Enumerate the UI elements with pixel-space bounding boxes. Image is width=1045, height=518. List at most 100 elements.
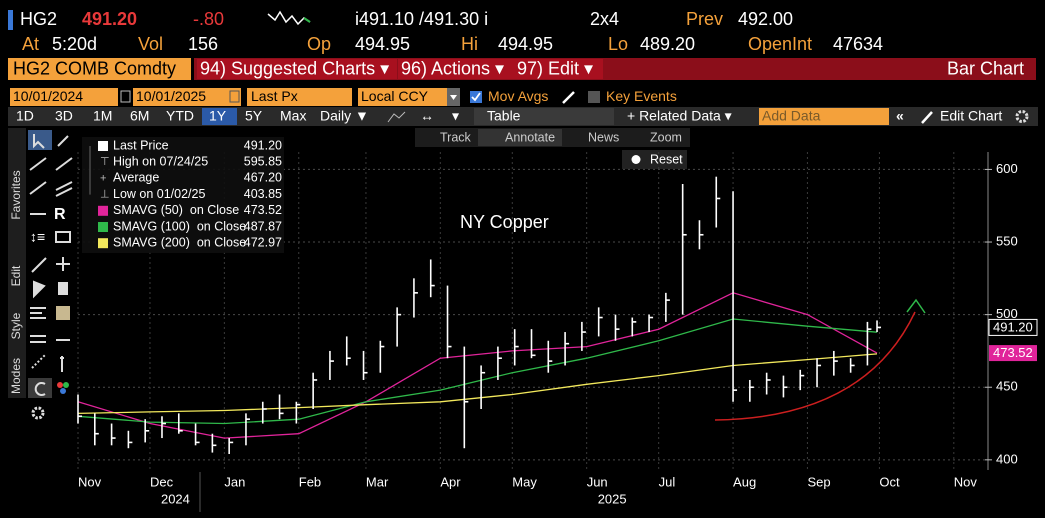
pencil-icon[interactable] — [921, 111, 933, 124]
side-tab[interactable]: Edit — [9, 265, 23, 286]
color-swatch[interactable] — [56, 306, 70, 320]
related-data[interactable]: + Related Data ▾ — [627, 108, 732, 124]
move-icon[interactable] — [56, 257, 70, 271]
plot-area: 400 450 500 550 600 Nov Dec Jan Feb Mar Apr May Jun J… — [77, 152, 1038, 506]
period-button[interactable]: 1M — [93, 108, 112, 124]
side-tab[interactable]: Style — [9, 312, 23, 339]
key-events[interactable]: Key Events — [606, 88, 677, 104]
security[interactable]: HG2 COMB Comdty — [13, 58, 176, 78]
legend-name: SMAVG (50) on Close — [113, 203, 239, 217]
tool-button[interactable]: Zoom — [650, 130, 682, 144]
menu-item[interactable]: 94) Suggested Charts ▾ — [200, 58, 389, 78]
stats-row: At 5:20d Vol 156 Op 494.95 Hi 494.95 Lo 489.20 Ope… — [22, 34, 883, 54]
stat-value: 494.95 — [355, 34, 410, 54]
stat-label: At — [22, 34, 39, 54]
mode-icon[interactable] — [34, 382, 46, 396]
dropdown-icon[interactable]: ▾ — [452, 108, 459, 124]
frequency[interactable]: Daily ▼ — [320, 108, 369, 124]
brush-icon[interactable] — [31, 257, 47, 273]
ray-icon[interactable] — [55, 157, 73, 171]
security-box[interactable] — [8, 58, 191, 80]
mode-button[interactable] — [28, 378, 52, 398]
x-tick-label: Jun — [587, 474, 608, 489]
calendar-icon[interactable] — [229, 90, 240, 103]
period-button[interactable]: 3D — [55, 108, 73, 124]
tool-button[interactable]: Annotate — [505, 130, 555, 144]
field-box[interactable] — [247, 88, 352, 106]
period-button[interactable]: 1Y — [209, 108, 227, 124]
trash-icon[interactable] — [58, 282, 68, 295]
period-button[interactable]: 5Y — [245, 108, 263, 124]
collapse-icon[interactable]: « — [896, 108, 904, 124]
legend-value: 595.85 — [244, 154, 282, 168]
side-tab[interactable]: Favorites — [9, 170, 23, 219]
end-date[interactable]: 10/01/2025 — [136, 88, 206, 104]
calendar-icon[interactable] — [120, 90, 131, 103]
y-tick-label: 400 — [996, 451, 1018, 466]
pointer-icon[interactable] — [33, 134, 45, 149]
tool-button[interactable]: News — [588, 130, 619, 144]
menu-item[interactable]: 97) Edit ▾ — [517, 58, 593, 78]
x-tick-label: Nov — [954, 474, 978, 489]
pencil-icon[interactable] — [562, 91, 575, 104]
legend-box — [82, 137, 284, 253]
period-button[interactable]: Max — [280, 108, 306, 124]
pointer-plus-icon[interactable] — [33, 280, 46, 299]
compare-icon[interactable]: ↔ — [420, 108, 434, 124]
line-icon[interactable] — [387, 111, 406, 123]
sparkline-icon — [267, 10, 311, 26]
size: 2x4 — [590, 9, 619, 29]
start-date-box[interactable] — [10, 88, 118, 106]
dotted-icon[interactable] — [31, 353, 47, 369]
style-icon[interactable] — [30, 307, 46, 319]
legend-name: SMAVG (200) on Close — [113, 235, 246, 249]
side-tabs: Favorites Edit Style Modes — [9, 170, 23, 394]
start-date[interactable]: 10/01/2024 — [13, 88, 83, 104]
y-tick-label: 550 — [996, 233, 1018, 248]
pen-icon[interactable] — [57, 135, 69, 147]
mov-avgs[interactable]: Mov Avgs — [488, 88, 548, 104]
legend-value: 473.52 — [244, 203, 282, 217]
tool-active[interactable] — [478, 129, 562, 146]
field[interactable]: Last Px — [251, 88, 298, 104]
side-tab[interactable]: Modes — [9, 358, 23, 394]
tool-button[interactable] — [28, 130, 52, 150]
checkbox[interactable] — [588, 91, 600, 103]
add-data[interactable]: Add Data — [762, 108, 821, 124]
rect-tool[interactable] — [55, 231, 71, 243]
tool-buttons: Track Annotate News Zoom — [440, 129, 682, 146]
trend-icon[interactable] — [29, 157, 47, 171]
x-tick-label: Mar — [366, 474, 389, 489]
currency-box[interactable] — [358, 88, 460, 106]
menu-item-box[interactable] — [514, 59, 600, 79]
text-tool[interactable]: R — [54, 206, 66, 223]
table-button[interactable] — [474, 108, 614, 125]
menu-item[interactable]: 96) Actions ▾ — [401, 58, 504, 78]
channel-icon[interactable] — [29, 181, 47, 195]
parallel-icon[interactable] — [55, 181, 73, 197]
add-data-box[interactable] — [759, 108, 889, 125]
checkbox-checked[interactable] — [470, 91, 482, 103]
period-button[interactable]: YTD — [166, 108, 194, 124]
ticker-marker — [8, 10, 13, 30]
menu-item-box[interactable] — [197, 59, 397, 79]
period-button[interactable]: 1D — [16, 108, 34, 124]
end-date-box[interactable] — [133, 88, 241, 106]
legend-value: 487.87 — [244, 219, 282, 233]
drawing-tools: R ↕≡ — [28, 130, 73, 420]
mode-dot — [57, 382, 63, 388]
table[interactable]: Table — [487, 108, 521, 124]
line-style-icon[interactable] — [30, 335, 46, 343]
crosshair-icon[interactable] — [60, 356, 64, 372]
fib-tool[interactable]: ↕≡ — [30, 229, 45, 245]
chart-type[interactable]: Bar Chart — [947, 58, 1024, 78]
period-active[interactable] — [202, 108, 237, 125]
period-button[interactable]: 6M — [130, 108, 149, 124]
settings-icon[interactable] — [1015, 110, 1029, 123]
reset[interactable]: Reset — [650, 152, 683, 166]
tool-button[interactable]: Track — [440, 130, 472, 144]
reset-button[interactable] — [622, 150, 687, 169]
currency[interactable]: Local CCY — [361, 88, 429, 104]
settings-icon[interactable] — [31, 406, 45, 420]
edit-chart[interactable]: Edit Chart — [940, 108, 1002, 124]
